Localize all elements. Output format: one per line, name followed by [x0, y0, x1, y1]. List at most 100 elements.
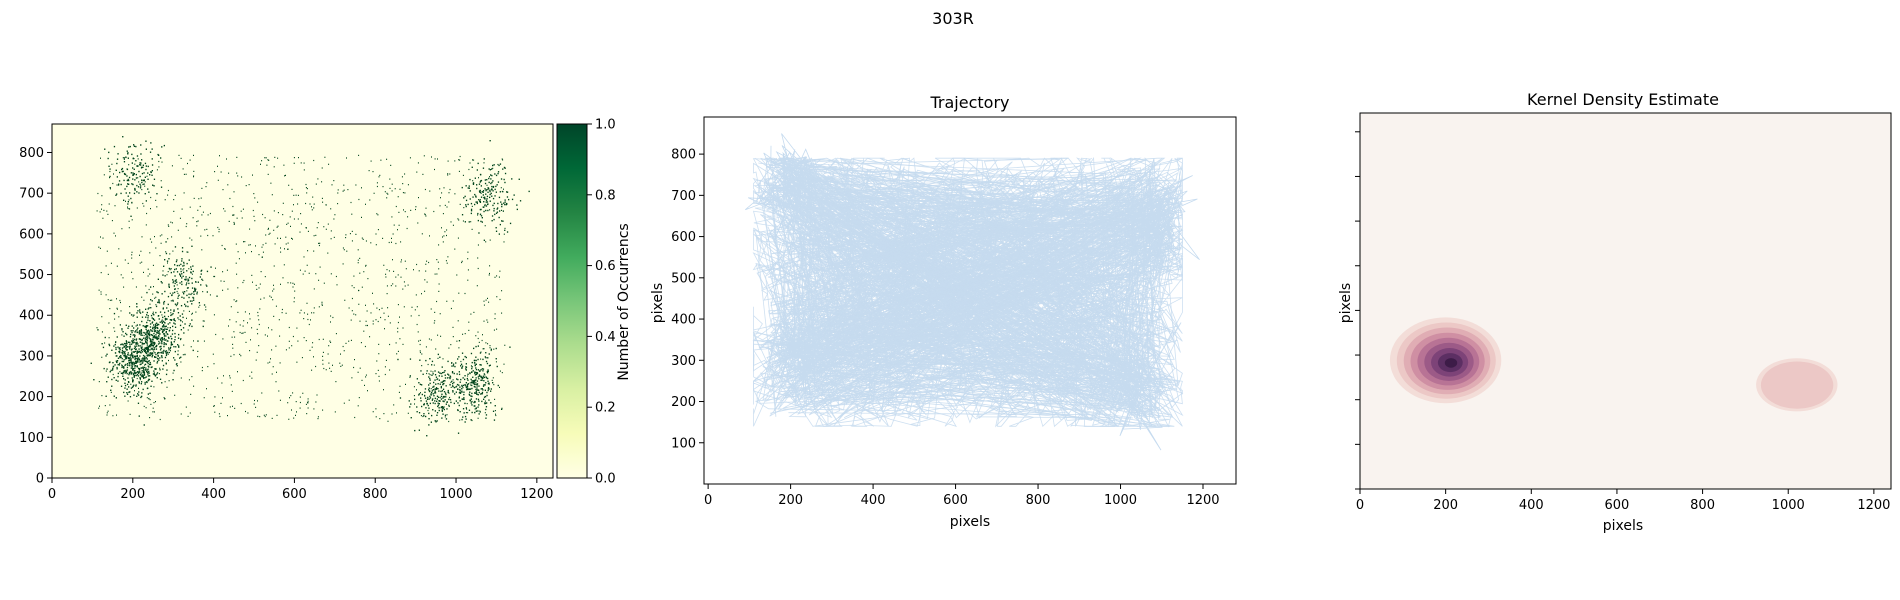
heatmap-cell — [106, 250, 108, 252]
heatmap-cell — [467, 251, 469, 253]
heatmap-cell — [489, 272, 490, 275]
heatmap-cell — [421, 293, 422, 295]
heatmap-cell — [436, 378, 438, 381]
heatmap-cell — [176, 271, 179, 273]
heatmap-cell — [430, 370, 432, 372]
heatmap-cell — [152, 326, 154, 329]
heatmap-cell — [154, 352, 156, 354]
heatmap-cell — [138, 371, 140, 374]
heatmap-cell — [287, 248, 289, 250]
heatmap-cell — [161, 161, 163, 163]
heatmap-cell — [503, 166, 506, 169]
heatmap-cell — [118, 180, 121, 182]
heatmap-cell — [485, 382, 487, 384]
heatmap-cell — [484, 384, 486, 386]
heatmap-cell — [159, 235, 161, 237]
heatmap-cell — [132, 380, 134, 382]
y-tick-label: 300 — [671, 354, 696, 369]
heatmap-cell — [110, 389, 112, 391]
heatmap-cell — [461, 352, 464, 354]
heatmap-cell — [465, 384, 467, 386]
heatmap-cell — [226, 158, 227, 160]
heatmap-cell — [486, 198, 488, 200]
heatmap-cell — [357, 371, 359, 373]
heatmap-cell — [199, 276, 201, 278]
heatmap-cell — [133, 168, 135, 170]
heatmap-cell — [148, 288, 150, 291]
heatmap-cell — [333, 218, 335, 220]
heatmap-cell — [495, 413, 496, 415]
heatmap-cell — [175, 305, 177, 307]
heatmap-cell — [418, 340, 420, 342]
heatmap-cell — [188, 259, 190, 261]
heatmap-cell — [419, 351, 421, 354]
heatmap-cell — [193, 340, 194, 342]
heatmap-cell — [346, 157, 347, 159]
heatmap-cell — [465, 412, 467, 414]
heatmap-cell — [111, 349, 113, 351]
heatmap-cell — [182, 275, 184, 277]
heatmap-cell — [107, 410, 109, 412]
heatmap-cell — [102, 237, 104, 239]
heatmap-cell — [136, 207, 138, 209]
heatmap-cell — [477, 398, 480, 401]
heatmap-cell — [129, 363, 131, 365]
heatmap-cell — [328, 345, 330, 347]
heatmap-cell — [465, 407, 467, 409]
heatmap-cell — [169, 253, 171, 255]
heatmap-cell — [151, 342, 153, 345]
heatmap-cell — [114, 318, 116, 320]
heatmap-cell — [136, 395, 138, 397]
heatmap-cell — [306, 302, 308, 304]
heatmap-cell — [136, 371, 139, 373]
heatmap-cell — [120, 372, 123, 374]
heatmap-cell — [391, 216, 393, 218]
heatmap-cell — [105, 355, 107, 357]
heatmap-cell — [151, 338, 153, 341]
heatmap-cell — [440, 197, 441, 199]
heatmap-cell — [321, 167, 323, 169]
heatmap-cell — [495, 212, 498, 214]
heatmap-cell — [143, 331, 145, 334]
heatmap-cell — [128, 183, 130, 185]
heatmap-cell — [220, 402, 222, 404]
heatmap-cell — [142, 388, 144, 391]
heatmap-cell — [112, 366, 114, 368]
heatmap-cell — [353, 313, 355, 315]
heatmap-cell — [184, 291, 186, 293]
heatmap-cell — [186, 301, 189, 303]
heatmap-cell — [433, 385, 435, 388]
heatmap-cell — [358, 154, 360, 156]
heatmap-cell — [139, 351, 141, 354]
heatmap-cell — [504, 172, 507, 175]
kde-contour-level — [1444, 358, 1458, 368]
heatmap-cell — [437, 405, 439, 408]
heatmap-cell — [365, 374, 367, 376]
heatmap-cell — [443, 187, 445, 189]
heatmap-cell — [414, 403, 415, 405]
heatmap-cell — [138, 348, 140, 350]
heatmap-cell — [241, 176, 243, 178]
heatmap-cell — [172, 372, 174, 374]
heatmap-cell — [432, 398, 434, 400]
heatmap-cell — [145, 367, 147, 369]
heatmap-cell — [155, 334, 157, 336]
heatmap-cell — [181, 296, 183, 298]
heatmap-cell — [164, 398, 166, 400]
heatmap-cell — [157, 352, 159, 354]
heatmap-cell — [130, 387, 133, 389]
heatmap-cell — [459, 155, 461, 158]
heatmap-cell — [478, 389, 480, 391]
heatmap-cell — [421, 365, 423, 367]
heatmap-cell — [453, 372, 455, 375]
heatmap-cell — [329, 367, 331, 369]
heatmap-cell — [158, 318, 160, 320]
heatmap-cell — [452, 300, 454, 302]
heatmap-cell — [470, 202, 473, 205]
heatmap-cell — [141, 334, 143, 336]
heatmap-cell — [135, 330, 137, 332]
heatmap-cell — [143, 369, 145, 372]
heatmap-cell — [105, 395, 107, 397]
heatmap-cell — [486, 372, 489, 374]
heatmap-cell — [481, 217, 483, 219]
